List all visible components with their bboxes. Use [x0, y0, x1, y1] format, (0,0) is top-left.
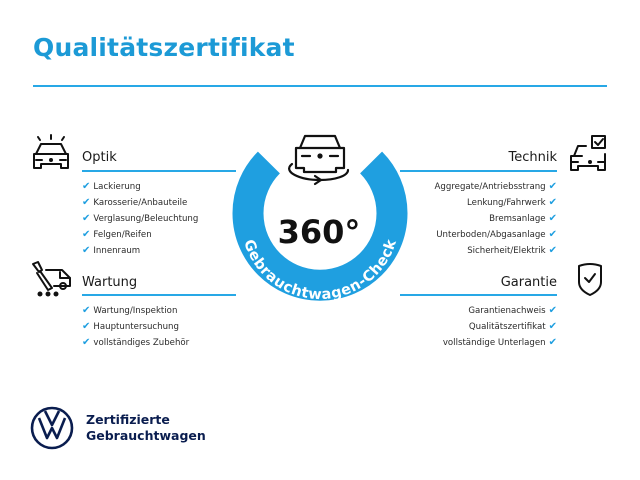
check-icon: ✔ — [82, 305, 91, 316]
check-icon: ✔ — [82, 321, 91, 332]
wartung-list: ✔ Wartung/Inspektion ✔ Hauptuntersuchung ✔… — [82, 303, 189, 351]
list-item: ✔ Lackierung — [82, 181, 141, 192]
section-title-optik: Optik — [82, 150, 117, 165]
shield-check-icon — [578, 263, 602, 296]
brand-text: Zertifizierte Gebrauchtwagen — [86, 412, 206, 444]
check-icon: ✔ — [548, 197, 557, 208]
list-item: Lenkung/Fahrwerk ✔ — [467, 197, 557, 208]
optik-list: ✔ Lackierung ✔ Karosserie/Anbauteile ✔ Verg… — [82, 179, 198, 259]
brand-line1: Zertifizierte — [86, 412, 170, 427]
title-divider — [33, 85, 607, 87]
check-icon: ✔ — [82, 197, 91, 208]
check-icon: ✔ — [548, 337, 557, 348]
check-icon: ✔ — [548, 213, 557, 224]
section-divider — [82, 170, 236, 172]
check-icon: ✔ — [548, 321, 557, 332]
garantie-list: Garantienachweis ✔ Qualitätszertifikat ✔ v… — [443, 303, 557, 351]
car-checkbox-icon — [570, 135, 606, 171]
check-icon: ✔ — [548, 305, 557, 316]
section-divider — [82, 294, 236, 296]
check-ring: Gebrauchtwagen-Check 360° — [232, 134, 408, 303]
check-icon: ✔ — [548, 229, 557, 240]
list-item: Bremsanlage ✔ — [489, 213, 557, 224]
list-item: Sicherheit/Elektrik ✔ — [467, 245, 557, 256]
check-icon: ✔ — [82, 229, 91, 240]
list-item: ✔ Verglasung/Beleuchtung — [82, 213, 199, 224]
list-item: ✔ Hauptuntersuchung — [82, 321, 179, 332]
list-item: ✔ Innenraum — [82, 245, 141, 256]
brand-line2: Gebrauchtwagen — [86, 428, 206, 443]
tools-car-icon — [32, 261, 71, 297]
car-rotate-icon — [288, 134, 350, 186]
car-lights-icon — [33, 134, 69, 169]
check-icon: ✔ — [82, 337, 91, 348]
list-item: Qualitätszertifikat ✔ — [468, 321, 557, 332]
section-title-wartung: Wartung — [82, 275, 138, 290]
list-item: Garantienachweis ✔ — [468, 305, 557, 316]
list-item: ✔ Wartung/Inspektion — [82, 305, 178, 316]
check-icon: ✔ — [548, 245, 557, 256]
list-item: ✔ Felgen/Reifen — [82, 229, 152, 240]
list-item: Aggregate/Antriebsstrang ✔ — [434, 181, 557, 192]
section-divider — [400, 294, 557, 296]
list-item: ✔ vollständiges Zubehör — [82, 337, 190, 348]
page-title: Qualitätszertifikat — [33, 33, 295, 62]
list-item: vollständige Unterlagen ✔ — [442, 337, 557, 348]
list-item: ✔ Karosserie/Anbauteile — [82, 197, 188, 208]
section-title-technik: Technik — [508, 150, 558, 165]
check-icon: ✔ — [82, 213, 91, 224]
check-icon: ✔ — [82, 181, 91, 192]
check-icon: ✔ — [548, 181, 557, 192]
vw-logo — [30, 406, 74, 450]
section-divider — [400, 170, 557, 172]
center-value: 360° — [278, 213, 361, 251]
technik-list: Aggregate/Antriebsstrang ✔ Lenkung/Fahrwe… — [435, 179, 557, 259]
check-icon: ✔ — [82, 245, 91, 256]
ring-arc — [232, 151, 408, 301]
list-item: Unterboden/Abgasanlage ✔ — [436, 229, 557, 240]
section-title-garantie: Garantie — [500, 275, 557, 290]
